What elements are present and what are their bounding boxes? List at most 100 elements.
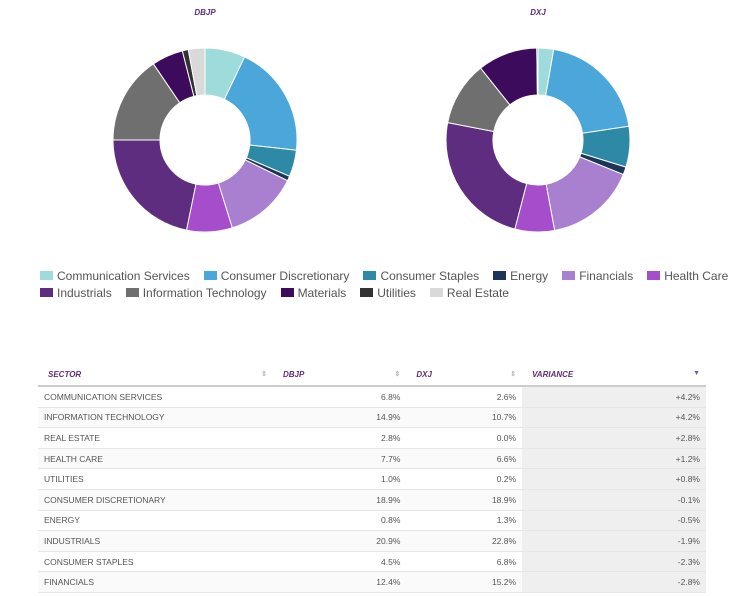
donut-slice: Consumer Discretionary: [223, 56, 298, 151]
table-cell: 22.8%: [406, 530, 523, 552]
sort-icon[interactable]: ⇕: [394, 371, 401, 378]
table-cell: HEALTH CARE: [38, 448, 273, 470]
table-row: REAL ESTATE 2.8% 0.0% +2.8%: [38, 427, 706, 449]
header-label: DBJP: [282, 370, 305, 379]
table-row: CONSUMER DISCRETIONARY 18.9% 18.9% -0.1%: [38, 489, 706, 511]
table-cell: 12.4%: [272, 571, 407, 593]
column-header[interactable]: SECTOR ⇕: [38, 364, 273, 387]
legend-swatch: [363, 271, 377, 280]
legend-label: Real Estate: [446, 285, 509, 300]
table-cell: UTILITIES: [38, 468, 273, 490]
table-row: INDUSTRIALS 20.9% 22.8% -1.9%: [38, 530, 706, 552]
table-cell: +2.8%: [522, 427, 706, 449]
table-cell: 14.9%: [272, 407, 407, 429]
table-cell: +4.2%: [522, 407, 706, 429]
table-cell: 2.8%: [272, 427, 407, 449]
table-cell: 4.5%: [272, 551, 407, 573]
legend-item[interactable]: Consumer Discretionary: [203, 268, 350, 283]
table-row: CONSUMER STAPLES 4.5% 6.8% -2.3%: [38, 551, 706, 573]
legend-item[interactable]: Financials: [562, 268, 633, 283]
legend-swatch: [203, 271, 217, 280]
table-cell: -2.8%: [522, 571, 706, 593]
table-row: HEALTH CARE 7.7% 6.6% +1.2%: [38, 448, 706, 470]
legend-item[interactable]: Information Technology: [125, 285, 267, 300]
sort-icon[interactable]: ⇕: [261, 371, 267, 378]
table-cell: 6.8%: [406, 551, 523, 573]
table-cell: +4.2%: [522, 386, 706, 408]
sort-icon[interactable]: ▼: [693, 370, 700, 377]
table-cell: 6.6%: [406, 448, 523, 470]
table-cell: 0.2%: [406, 468, 523, 490]
table-cell: 18.9%: [406, 489, 523, 511]
table-cell: ENERGY: [38, 510, 273, 532]
legend-label: Information Technology: [142, 285, 267, 300]
table-row: ENERGY 0.8% 1.3% -0.5%: [38, 510, 706, 532]
legend-item[interactable]: Real Estate: [429, 285, 509, 300]
legend-label: Consumer Staples: [380, 268, 480, 283]
table-cell: CONSUMER DISCRETIONARY: [38, 489, 273, 511]
donut-slice: Consumer Discretionary: [545, 48, 630, 134]
chart-title: DBJP: [194, 8, 216, 17]
table-cell: INFORMATION TECHNOLOGY: [38, 407, 273, 429]
legend-item[interactable]: Utilities: [360, 285, 416, 300]
legend-label: Health Care: [664, 268, 729, 283]
column-header[interactable]: DXJ ⇕: [406, 364, 523, 387]
table-row: UTILITIES 1.0% 0.2% +0.8%: [38, 468, 706, 490]
legend-label: Communication Services: [57, 268, 190, 283]
legend-item[interactable]: Materials: [280, 285, 347, 300]
donut-slice: Industrials: [445, 122, 528, 230]
table-cell: 15.2%: [406, 571, 523, 593]
column-header[interactable]: DBJP ⇕: [272, 364, 407, 387]
table-cell: +0.8%: [522, 468, 706, 490]
legend-swatch: [40, 288, 53, 297]
donut-slice: Industrials: [112, 139, 197, 231]
header-label: DXJ: [416, 370, 432, 379]
legend-item[interactable]: Consumer Staples: [363, 268, 479, 283]
legend-item[interactable]: Energy: [493, 268, 548, 283]
legend: Communication Services Consumer Discretio…: [40, 268, 750, 300]
sector-table: SECTOR ⇕ DBJP ⇕ DXJ ⇕ VARIANCE ▼ COMMUNICATION S…: [38, 364, 706, 593]
legend-label: Financials: [579, 268, 634, 283]
table-cell: REAL ESTATE: [38, 427, 273, 449]
legend-label: Consumer Discretionary: [220, 268, 350, 283]
table-cell: 20.9%: [272, 530, 407, 552]
legend-swatch: [125, 288, 139, 297]
table-cell: 10.7%: [406, 407, 523, 429]
legend-label: Energy: [510, 268, 549, 283]
table-cell: -2.3%: [522, 551, 706, 573]
table-cell: +1.2%: [522, 448, 706, 470]
chart-title: DXJ: [530, 8, 546, 17]
table-row: COMMUNICATION SERVICES 6.8% 2.6% +4.2%: [38, 386, 706, 408]
legend-label: Industrials: [57, 285, 112, 300]
table-cell: -1.9%: [522, 530, 706, 552]
legend-swatch: [429, 288, 443, 297]
legend-swatch: [647, 271, 661, 280]
column-header[interactable]: VARIANCE ▼: [522, 364, 706, 387]
table-row: FINANCIALS 12.4% 15.2% -2.8%: [38, 571, 706, 593]
table-cell: -0.5%: [522, 510, 706, 532]
table-cell: CONSUMER STAPLES: [38, 551, 273, 573]
table-row: INFORMATION TECHNOLOGY 14.9% 10.7% +4.2%: [38, 407, 706, 429]
header-label: SECTOR: [48, 370, 82, 379]
legend-swatch: [562, 271, 576, 280]
table-cell: 0.8%: [272, 510, 407, 532]
legend-swatch: [280, 288, 294, 297]
legend-item[interactable]: Communication Services: [40, 268, 190, 283]
table-cell: -0.1%: [522, 489, 706, 511]
legend-label: Utilities: [377, 285, 416, 300]
table-cell: COMMUNICATION SERVICES: [38, 386, 273, 408]
legend-swatch: [493, 271, 507, 280]
sort-icon[interactable]: ⇕: [510, 371, 517, 378]
table-cell: 7.7%: [272, 448, 407, 470]
table-cell: 2.6%: [406, 386, 523, 408]
table-cell: 1.3%: [406, 510, 523, 532]
legend-label: Materials: [297, 285, 347, 300]
legend-swatch: [40, 271, 53, 280]
legend-swatch: [360, 288, 374, 297]
table-cell: 0.0%: [406, 427, 523, 449]
legend-item[interactable]: Health Care: [647, 268, 728, 283]
legend-item[interactable]: Industrials: [40, 285, 112, 300]
table-cell: 6.8%: [272, 386, 407, 408]
